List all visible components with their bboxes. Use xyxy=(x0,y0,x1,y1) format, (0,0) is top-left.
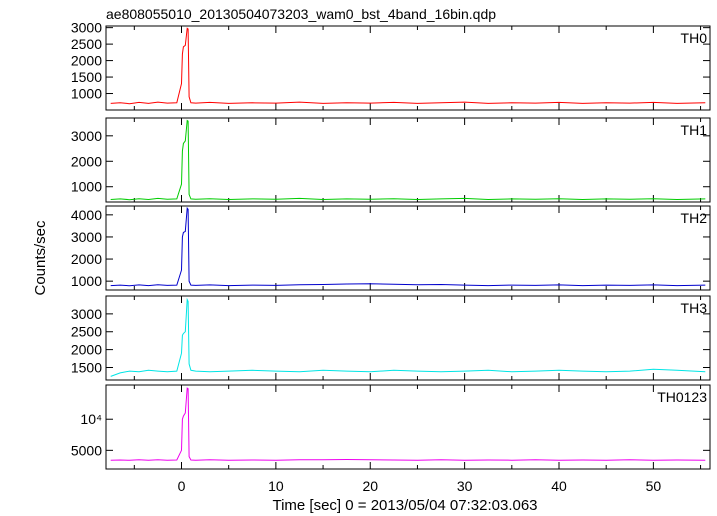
y-tick-label: 3000 xyxy=(71,128,102,144)
chart-title: ae808055010_20130504073203_wam0_bst_4ban… xyxy=(106,6,496,22)
series-line-th0 xyxy=(110,27,706,105)
series-line-th2 xyxy=(110,206,706,287)
panel-label: TH0123 xyxy=(657,389,707,405)
x-tick-label: 30 xyxy=(457,478,473,494)
y-tick-label: 2000 xyxy=(71,251,102,267)
y-tick-label: 3000 xyxy=(71,20,102,36)
series-line-th0123 xyxy=(110,387,706,461)
panel-th1: 1000 2000 3000 TH1 xyxy=(71,117,711,203)
y-tick-label: 1500 xyxy=(71,69,102,85)
x-tick-label: 20 xyxy=(362,478,378,494)
y-tick-label: 2500 xyxy=(71,36,102,52)
x-tick-labels: 0 10 20 30 40 50 xyxy=(178,478,662,494)
series-line-th3 xyxy=(110,297,706,377)
y-tick-label: 2000 xyxy=(71,342,102,358)
x-tick-label: 40 xyxy=(551,478,567,494)
y-tick-label: 1000 xyxy=(71,179,102,195)
y-tick-label: 5000 xyxy=(71,442,102,458)
panel-th0123: 5000 10⁴ TH0123 xyxy=(71,384,711,470)
y-tick-label: 2500 xyxy=(71,324,102,340)
y-tick-label: 2000 xyxy=(71,153,102,169)
panel-frame xyxy=(105,117,711,203)
y-tick-label: 10⁴ xyxy=(80,411,102,427)
x-tick-label: 50 xyxy=(646,478,662,494)
y-tick-label: 2000 xyxy=(71,53,102,69)
panel-th2: 1000 2000 3000 4000 TH2 xyxy=(71,205,711,291)
y-tick-label: 1000 xyxy=(71,273,102,289)
y-tick-label: 1500 xyxy=(71,359,102,375)
x-tick-label: 0 xyxy=(178,478,186,494)
y-tick-label: 3000 xyxy=(71,306,102,322)
panel-label: TH3 xyxy=(681,300,708,316)
y-tick-label: 4000 xyxy=(71,207,102,223)
panel-label: TH1 xyxy=(681,122,708,138)
panel-label: TH0 xyxy=(681,30,708,46)
series-line-th1 xyxy=(110,119,706,201)
x-tick-label: 10 xyxy=(268,478,284,494)
y-tick-label: 3000 xyxy=(71,229,102,245)
panel-frame xyxy=(105,25,711,111)
panel-frame xyxy=(105,295,711,381)
y-tick-label: 1000 xyxy=(71,86,102,102)
x-axis-label: Time [sec] 0 = 2013/05/04 07:32:03.063 xyxy=(272,497,537,514)
panel-label: TH2 xyxy=(681,210,708,226)
panel-frame xyxy=(105,205,711,291)
y-axis-label: Counts/sec xyxy=(32,220,49,296)
panel-frame xyxy=(105,384,711,470)
